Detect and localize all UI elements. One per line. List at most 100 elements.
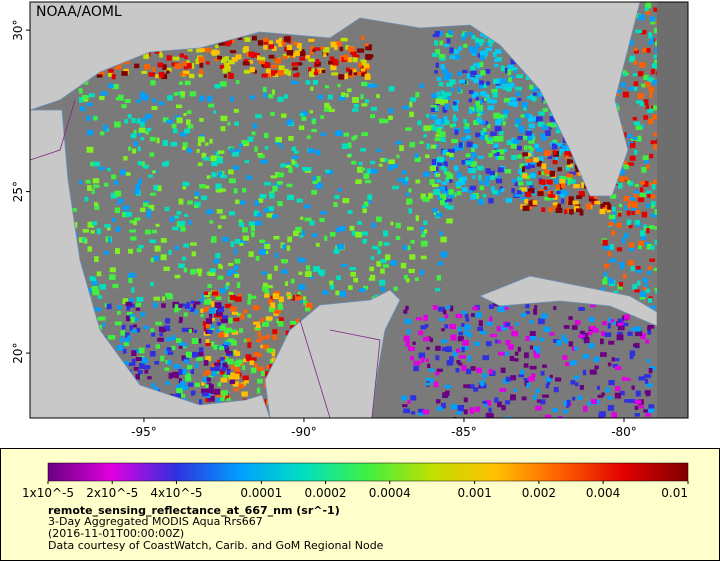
pixel: [370, 114, 375, 119]
pixel: [380, 258, 387, 264]
pixel: [303, 112, 308, 116]
pixel: [376, 94, 380, 99]
pixel: [270, 295, 274, 301]
pixel: [525, 175, 531, 180]
pixel: [505, 197, 513, 203]
pixel: [455, 181, 462, 187]
pixel: [242, 365, 246, 371]
pixel: [587, 331, 593, 336]
pixel: [624, 205, 630, 211]
pixel: [221, 367, 227, 372]
pixel: [537, 121, 543, 127]
pixel: [500, 367, 506, 373]
pixel: [437, 186, 444, 191]
pixel: [533, 309, 538, 315]
pixel: [652, 114, 659, 120]
pixel: [135, 183, 141, 190]
pixel: [480, 61, 484, 67]
pixel: [246, 356, 252, 362]
pixel: [256, 338, 262, 343]
pixel: [253, 210, 260, 217]
pixel: [370, 256, 375, 260]
pixel: [271, 89, 275, 95]
pixel: [549, 374, 553, 378]
pixel: [516, 190, 522, 195]
pixel: [456, 348, 461, 353]
pixel: [116, 311, 121, 315]
pixel: [565, 155, 569, 160]
pixel: [114, 207, 120, 214]
pixel: [179, 394, 186, 398]
pixel: [627, 331, 633, 336]
pixel: [184, 182, 190, 186]
pixel: [403, 309, 408, 314]
pixel: [472, 92, 479, 99]
pixel: [186, 110, 192, 114]
pixel: [224, 346, 230, 353]
pixel: [178, 341, 185, 346]
color-bar-label: 0.0004: [369, 486, 411, 500]
pixel: [215, 187, 223, 193]
pixel: [487, 124, 491, 129]
pixel: [91, 188, 95, 194]
pixel: [242, 235, 249, 241]
pixel: [272, 214, 278, 219]
pixel: [108, 237, 112, 243]
pixel: [570, 380, 576, 385]
pixel: [646, 228, 650, 234]
pixel: [627, 133, 632, 138]
pixel: [266, 348, 274, 353]
pixel: [473, 120, 479, 126]
pixel: [90, 230, 95, 234]
pixel: [215, 253, 221, 259]
pixel: [639, 101, 645, 107]
pixel: [433, 189, 441, 196]
pixel: [412, 341, 416, 345]
pixel: [220, 377, 228, 383]
pixel: [199, 95, 205, 102]
pixel: [470, 366, 476, 371]
pixel: [117, 305, 122, 310]
pixel: [566, 173, 573, 178]
pixel: [540, 122, 545, 127]
pixel: [441, 339, 448, 344]
color-bar-label: 4x10^-5: [150, 486, 202, 500]
pixel: [524, 145, 528, 151]
pixel: [608, 340, 615, 345]
pixel: [430, 144, 437, 149]
pixel: [461, 323, 465, 327]
pixel: [124, 337, 130, 343]
pixel: [286, 49, 294, 56]
pixel: [368, 277, 376, 281]
pixel: [437, 125, 444, 130]
pixel: [325, 169, 330, 173]
pixel: [162, 162, 168, 167]
pixel: [182, 70, 190, 75]
pixel: [96, 228, 101, 235]
pixel: [380, 268, 385, 274]
pixel: [167, 95, 173, 101]
pixel: [197, 273, 202, 277]
pixel: [304, 271, 312, 277]
no-data-strip: [657, 2, 688, 418]
pixel: [498, 114, 505, 121]
pixel: [361, 81, 368, 87]
pixel: [348, 285, 353, 290]
pixel: [206, 271, 210, 276]
pixel: [330, 64, 337, 71]
pixel: [333, 249, 340, 254]
pixel: [271, 46, 277, 51]
pixel: [594, 200, 601, 205]
pixel: [560, 176, 568, 181]
pixel: [600, 287, 606, 291]
pixel: [298, 284, 306, 290]
pixel: [112, 217, 116, 223]
pixel: [395, 141, 402, 145]
pixel: [275, 252, 279, 258]
pixel: [514, 123, 519, 127]
pixel: [353, 72, 361, 76]
pixel: [625, 377, 631, 381]
pixel: [132, 148, 137, 154]
pixel: [262, 286, 269, 292]
pixel: [181, 327, 188, 332]
